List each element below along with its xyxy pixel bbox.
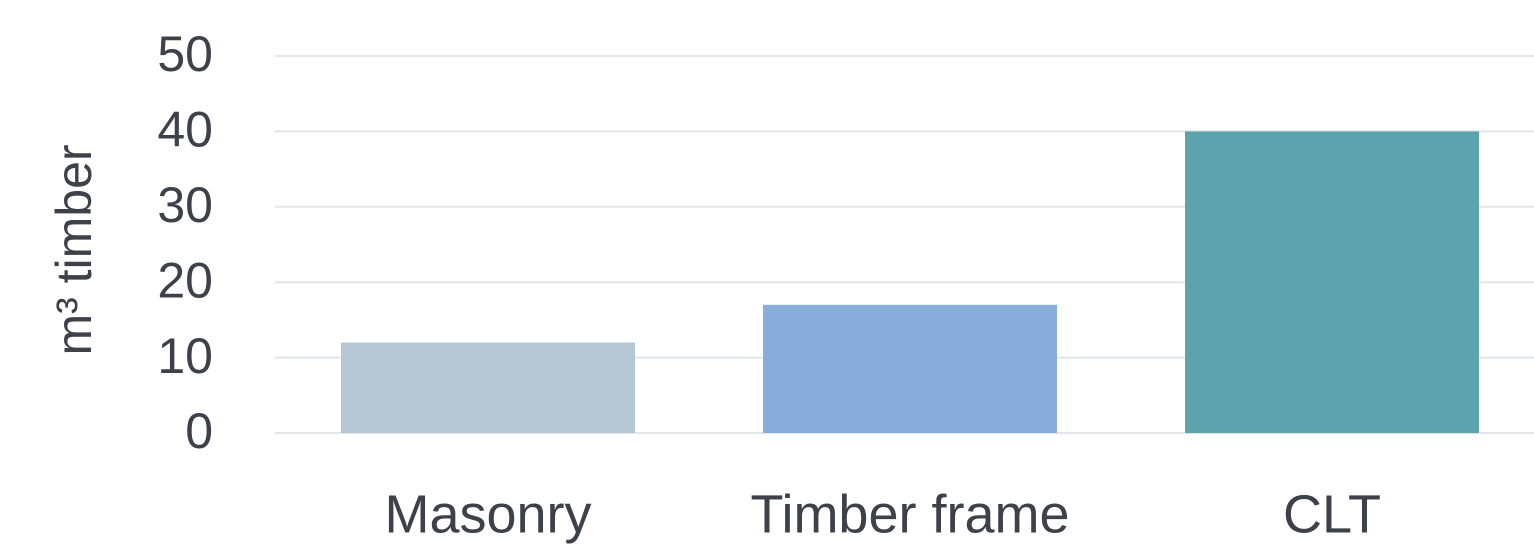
- x-tick-label: CLT: [1283, 484, 1381, 544]
- x-tick-label: Masonry: [384, 484, 591, 544]
- y-axis-label: m³ timber: [46, 144, 102, 355]
- bar: [763, 304, 1057, 433]
- x-tick-label: Timber frame: [750, 484, 1069, 544]
- y-tick-label: 30: [157, 177, 213, 233]
- bar: [341, 342, 635, 433]
- bar: [1185, 131, 1479, 433]
- y-tick-label: 20: [157, 252, 213, 308]
- y-tick-label: 0: [185, 403, 213, 459]
- y-tick-label: 10: [157, 328, 213, 384]
- y-tick-label: 40: [157, 102, 213, 158]
- y-tick-label: 50: [157, 26, 213, 82]
